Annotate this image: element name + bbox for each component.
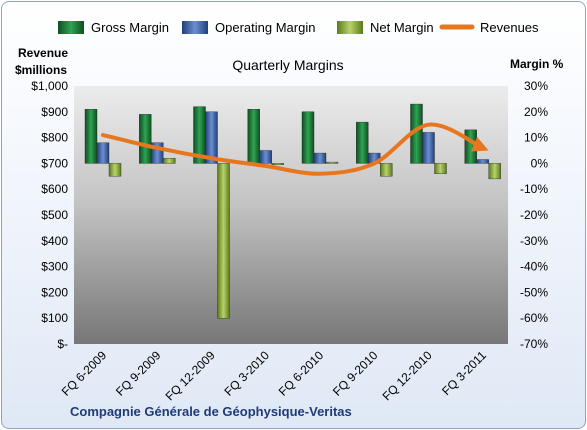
right-tick-label: 0% [531,156,549,170]
right-tick-label: -10% [520,182,548,196]
x-axis-ticks: FQ 6-2009 FQ 9-2009 FQ 12-2009 FQ 3-2010 FQ … [59,348,489,403]
net-margin-bar [108,163,122,177]
net-margin-bar [217,163,230,319]
right-tick-label: -50% [520,285,548,299]
legend-net-margin: Net Margin [370,20,434,35]
operating-margin-bar [422,132,435,164]
legend-operating-margin: Operating Margin [215,20,315,35]
revenue-line-path [101,122,489,176]
net-margin-bar [434,163,447,174]
right-tick-label: 20% [524,105,548,119]
legend-gross-margin: Gross Margin [91,20,169,35]
left-tick-label: $800 [41,131,68,145]
left-axis-ticks: $- $100 $200 $300 $400 $500 $600 $700 $800 $900 $1… [31,79,68,351]
x-tick-label: FQ 9-2010 [330,348,381,399]
legend-revenues: Revenues [480,20,539,35]
legend-swatch-gross-margin [58,21,84,34]
left-axis-label-line1: Revenue [18,46,68,60]
bars [84,103,501,319]
gross-margin-bar [464,129,477,164]
right-tick-label: 30% [524,79,548,93]
left-tick-label: $600 [41,182,68,196]
right-tick-label: 10% [524,131,548,145]
x-tick-label: FQ 6-2009 [59,348,110,399]
chart-title: Quarterly Margins [232,57,343,73]
left-tick-label: $500 [41,208,68,222]
right-axis-ticks: -70% -60% -50% -40% -30% -20% -10% 0% 10% 20% 30% [520,79,548,351]
right-tick-label: -30% [520,234,548,248]
left-tick-label: $1,000 [31,79,68,93]
left-tick-label: $700 [41,156,68,170]
gross-margin-bar [247,109,260,164]
left-tick-label: $300 [41,260,68,274]
right-tick-label: -70% [520,337,548,351]
operating-margin-bar [313,152,327,164]
left-tick-label: $- [57,337,68,351]
x-tick-label: FQ 12-2009 [163,348,218,403]
operating-margin-bar [96,142,110,164]
left-tick-label: $100 [41,311,68,325]
right-tick-label: -60% [520,311,548,325]
x-tick-label: FQ 3-2011 [439,348,489,398]
net-margin-bar [488,163,501,180]
x-tick-label: FQ 6-2010 [276,348,327,399]
x-tick-label: FQ 9-2009 [113,348,164,399]
net-margin-bar [325,161,339,164]
company-name: Compagnie Générale de Géophysique-Verita… [70,404,352,419]
legend-swatch-operating-margin [182,21,208,34]
gross-margin-bar [84,109,98,164]
operating-margin-bar [259,150,272,164]
x-tick-label: FQ 3-2010 [222,348,273,399]
right-tick-label: -20% [520,208,548,222]
net-margin-bar [163,158,176,164]
left-tick-label: $900 [41,105,68,119]
operating-margin-bar [205,111,218,164]
gross-margin-bar [139,114,152,164]
revenue-line [101,122,489,176]
x-tick-label: FQ 12-2010 [380,348,435,403]
operating-margin-bar [476,159,489,164]
left-axis-label-line2: $millions [15,63,67,77]
net-margin-bar [271,163,284,165]
left-tick-label: $400 [41,234,68,248]
left-tick-label: $200 [41,285,68,299]
gross-margin-bar [356,121,369,164]
legend-swatch-net-margin [337,21,363,34]
net-margin-bar [380,163,393,177]
legend: Gross Margin Operating Margin Net Margin… [58,20,539,35]
right-axis-label: Margin % [510,57,564,71]
right-tick-label: -40% [520,260,548,274]
gross-margin-bar [301,111,315,164]
